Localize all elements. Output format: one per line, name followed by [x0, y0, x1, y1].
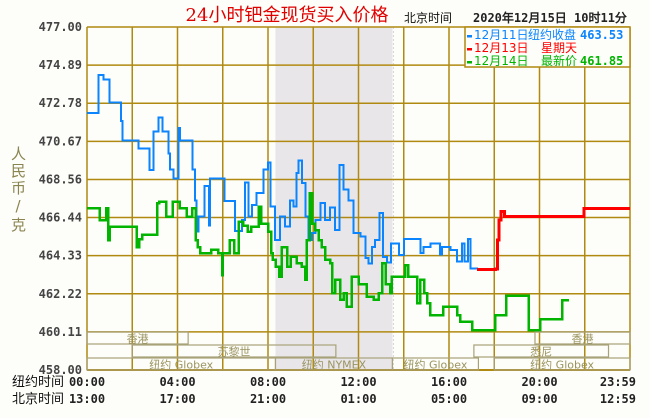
y-tick-label: 477.00 [39, 20, 82, 34]
legend-label: 纽约收盘 [528, 27, 576, 42]
y-axis-label: 人民币/克 [9, 146, 27, 234]
x-tick-label: 20:00 [521, 375, 557, 389]
x-tick-label: 21:00 [250, 392, 286, 406]
header-time: 2020年12月15日 10时11分 [473, 10, 627, 25]
x-tick-label: 13:00 [69, 392, 105, 406]
session-label: 悉尼 [530, 346, 552, 359]
session-box [86, 331, 189, 345]
session-box [391, 357, 480, 371]
y-tick-label: 474.89 [39, 58, 82, 72]
y-axis-ticks: 477.00 474.89 472.78 470.67 468.56 466.44 464.… [39, 20, 82, 377]
y-tick-label: 462.22 [39, 287, 82, 301]
session-box [131, 344, 337, 358]
x-tick-label: 01:00 [340, 392, 376, 406]
y-tick-label: 458.00 [39, 363, 82, 377]
legend-series: 12月14日 [474, 54, 529, 68]
session-box [493, 357, 631, 371]
chart-title: 24小时钯金现货买入价格 [186, 5, 389, 26]
session-label: 纽约 Globex [149, 358, 213, 372]
x-tick-label: 16:00 [431, 375, 467, 389]
series-layer [87, 74, 630, 332]
x-tick-label: 12:59 [600, 392, 636, 406]
x-tick-label: 08:00 [250, 375, 286, 389]
session-box [473, 344, 610, 358]
y-tick-label: 470.67 [39, 134, 82, 148]
session-label: 纽约 NYMEX [302, 358, 367, 372]
legend-value: 461.85 [580, 54, 623, 68]
series-line-3 [87, 191, 569, 332]
legend-swatch [467, 48, 472, 51]
x-tick-label: 00:00 [69, 375, 105, 389]
x-row-label: 纽约时间 [12, 375, 64, 390]
legend-swatch [467, 35, 472, 38]
y-tick-label: 460.11 [39, 325, 82, 339]
session-label: 纽约 Globex [403, 358, 467, 372]
x-tick-label: 04:00 [159, 375, 195, 389]
legend-box [464, 26, 631, 68]
x-tick-label: 23:59 [600, 375, 636, 389]
legend-value: 463.53 [580, 28, 623, 42]
legend-series: 12月11日 [474, 28, 529, 42]
x-row-label: 北京时间 [12, 392, 64, 407]
session-label: 苏黎世 [218, 345, 251, 359]
header-time-label: 北京时间 [404, 11, 452, 25]
y-tick-label: 466.44 [39, 211, 82, 225]
x-tick-label: 17:00 [159, 392, 195, 406]
legend-swatch [467, 61, 472, 64]
session-label: 纽约 Globex [530, 358, 594, 372]
legend: 12月11日 纽约收盘 463.53 12月13日 星期天 12月14日 最新价 461.85 [464, 26, 631, 68]
series-line-1 [87, 74, 479, 270]
nymex-session-band [275, 27, 393, 370]
x-axis-ticks: 纽约时间 00:00 04:00 08:00 12:00 16:00 20:00 23:59 北… [12, 375, 636, 407]
y-tick-label: 468.56 [39, 172, 82, 186]
session-label: 香港 [127, 333, 149, 346]
y-tick-label: 464.33 [39, 249, 82, 263]
x-tick-label: 05:00 [431, 392, 467, 406]
x-tick-label: 12:00 [340, 375, 376, 389]
y-tick-label: 472.78 [39, 96, 82, 110]
x-tick-label: 09:00 [521, 392, 557, 406]
legend-label: 星期天 [541, 41, 577, 55]
session-label: 香港 [571, 333, 593, 346]
legend-series: 12月13日 [474, 41, 529, 55]
series-line-2 [477, 206, 630, 271]
session-highlight-layer [275, 27, 394, 370]
session-box [534, 331, 631, 345]
legend-label: 最新价 [541, 53, 577, 68]
